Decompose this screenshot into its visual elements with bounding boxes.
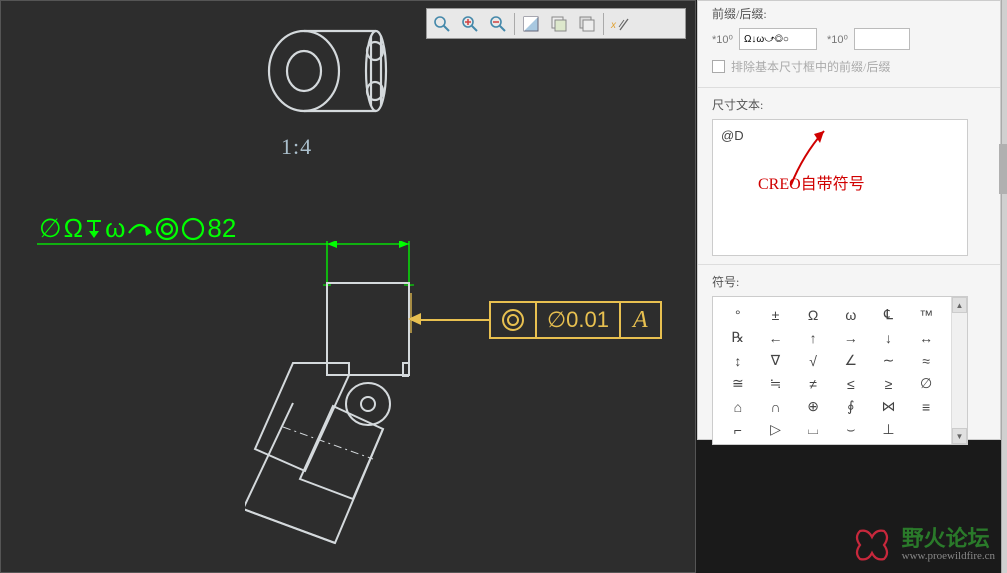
panel-resize-border xyxy=(1001,0,1007,573)
prefix-marker-icon: *10⁰ xyxy=(712,33,733,46)
dimtext-value: @D xyxy=(721,128,959,143)
watermark-url: www.proewildfire.cn xyxy=(902,550,995,562)
exclude-label: 排除基本尺寸框中的前缀/后缀 xyxy=(731,58,890,75)
annotation-arrow-icon xyxy=(788,125,838,195)
watermark: 野火论坛 www.proewildfire.cn xyxy=(852,527,995,563)
dim-value: 82 xyxy=(207,213,236,244)
sym-bowtie[interactable]: ⋈ xyxy=(874,398,902,415)
toolbar-separator xyxy=(514,13,515,35)
sym-angle[interactable]: ∠ xyxy=(837,352,865,369)
gtol-datum-cell: A xyxy=(621,301,662,339)
sym-circled-plus[interactable]: ⊕ xyxy=(799,398,827,415)
sym-up[interactable]: ↑ xyxy=(799,330,827,346)
watermark-logo-icon xyxy=(852,527,894,563)
view-icon[interactable] xyxy=(546,11,572,37)
dimtext-area[interactable]: @D CREO自带符号 xyxy=(712,119,968,256)
view-scale-label: 1:4 xyxy=(281,134,312,160)
dim-arc-icon xyxy=(127,219,153,239)
view-toolbar: x xyxy=(426,8,686,39)
suffix-input[interactable] xyxy=(854,28,910,50)
suffix-marker-icon: *10⁰ xyxy=(827,33,848,46)
sym-flag[interactable]: ⌐ xyxy=(724,422,752,438)
sym-approx[interactable]: ≈ xyxy=(912,353,940,369)
sym-sqrt[interactable]: √ xyxy=(799,353,827,369)
part-view-top xyxy=(254,21,414,131)
sym-contour[interactable]: ∮ xyxy=(837,398,865,415)
sym-leq[interactable]: ≤ xyxy=(837,376,865,392)
sym-geq[interactable]: ≥ xyxy=(874,376,902,392)
sym-perp[interactable]: ⊥ xyxy=(874,421,902,438)
dim-omega2-icon: ω xyxy=(105,213,125,244)
dim-omega-icon: Ω xyxy=(64,213,83,244)
sym-nabla[interactable]: ∇ xyxy=(761,352,789,369)
sym-omega-l[interactable]: ω xyxy=(837,307,865,323)
sym-plusminus[interactable]: ± xyxy=(761,307,789,323)
zoom-out-icon[interactable] xyxy=(485,11,511,37)
sym-centerline[interactable]: ℄ xyxy=(874,306,902,323)
drawing-canvas[interactable]: x 1:4 ∅ Ω ω 82 + + xyxy=(0,0,696,573)
shade-icon[interactable] xyxy=(518,11,544,37)
sym-countersink[interactable]: ⌴ xyxy=(799,421,827,438)
sym-equiv[interactable]: ≡ xyxy=(912,399,940,415)
zoom-in-icon[interactable] xyxy=(457,11,483,37)
symbol-label: 符号: xyxy=(712,273,986,290)
sym-trademark[interactable]: ™ xyxy=(912,307,940,323)
symbol-grid: ° ± Ωω ℄ ™ ℞ ← ↑ → ↓ ↔ ↕ ∇ √ ∠ ∼ ≈ ≅ ≒ ≠ ≤ ≥ ∅ ⌂ ∩ ⊕ ∮ ⋈ ≡ ⌐ ▷ ⌴ ⌣ ⊥ xyxy=(713,297,951,444)
sym-diameter[interactable]: ∅ xyxy=(912,375,940,392)
dim-down-icon xyxy=(85,218,103,240)
sym-right[interactable]: → xyxy=(837,330,865,346)
sym-leftright[interactable]: ↔ xyxy=(912,330,940,346)
measure-icon[interactable]: x xyxy=(607,11,633,37)
exclude-checkbox[interactable] xyxy=(712,60,725,73)
scroll-up-icon[interactable]: ▲ xyxy=(952,297,967,313)
gtol-leader xyxy=(412,319,489,321)
symbol-palette: ° ± Ωω ℄ ™ ℞ ← ↑ → ↓ ↔ ↕ ∇ √ ∠ ∼ ≈ ≅ ≒ ≠ ≤ ≥ ∅ ⌂ ∩ ⊕ ∮ ⋈ ≡ ⌐ ▷ ⌴ ⌣ ⊥… xyxy=(712,296,968,445)
gtol-arrowhead-icon xyxy=(408,313,422,326)
gtol-frame[interactable]: ∅0.01 A xyxy=(489,301,662,339)
sym-arc[interactable]: ⌣ xyxy=(837,421,865,438)
sym-degree[interactable]: ° xyxy=(724,307,752,323)
sym-house[interactable]: ⌂ xyxy=(724,399,752,415)
dimtext-label: 尺寸文本: xyxy=(712,96,986,113)
sym-updown[interactable]: ↕ xyxy=(724,353,752,369)
svg-text:x: x xyxy=(610,20,617,31)
palette-scrollbar[interactable]: ▲ ▼ xyxy=(951,297,967,444)
sym-congruent[interactable]: ≅ xyxy=(724,375,752,392)
sym-down[interactable]: ↓ xyxy=(874,330,902,346)
sym-left[interactable]: ← xyxy=(761,330,789,346)
concentricity-icon xyxy=(501,308,525,332)
sym-rx[interactable]: ℞ xyxy=(724,329,752,346)
gtol-value-cell: ∅0.01 xyxy=(537,301,621,339)
zoom-extents-icon[interactable] xyxy=(429,11,455,37)
toolbar-separator xyxy=(603,13,604,35)
sym-tilde[interactable]: ∼ xyxy=(874,352,902,369)
panel-collapse-handle[interactable] xyxy=(999,144,1007,194)
gtol-symbol-cell xyxy=(489,301,537,339)
sym-neq[interactable]: ≠ xyxy=(799,376,827,392)
part-view-side xyxy=(245,281,505,571)
watermark-title: 野火论坛 xyxy=(902,528,995,550)
sym-approxeq[interactable]: ≒ xyxy=(761,375,789,392)
prefix-label: 前缀/后缀: xyxy=(712,5,986,22)
sym-omega-u[interactable]: Ω xyxy=(799,307,827,323)
scroll-down-icon[interactable]: ▼ xyxy=(952,428,967,444)
sym-triangle-r[interactable]: ▷ xyxy=(761,421,789,438)
sym-intersect[interactable]: ∩ xyxy=(761,399,789,415)
dimension-text[interactable]: ∅ Ω ω 82 xyxy=(39,213,236,244)
save-icon[interactable] xyxy=(574,11,600,37)
dim-concentricity-icon xyxy=(155,217,179,241)
properties-panel: 前缀/后缀: *10⁰ *10⁰ 排除基本尺寸框中的前缀/后缀 尺寸文本: @D… xyxy=(697,0,1001,440)
dim-diameter-icon: ∅ xyxy=(39,213,62,244)
prefix-input[interactable] xyxy=(739,28,817,50)
dim-circle-icon xyxy=(181,217,205,241)
